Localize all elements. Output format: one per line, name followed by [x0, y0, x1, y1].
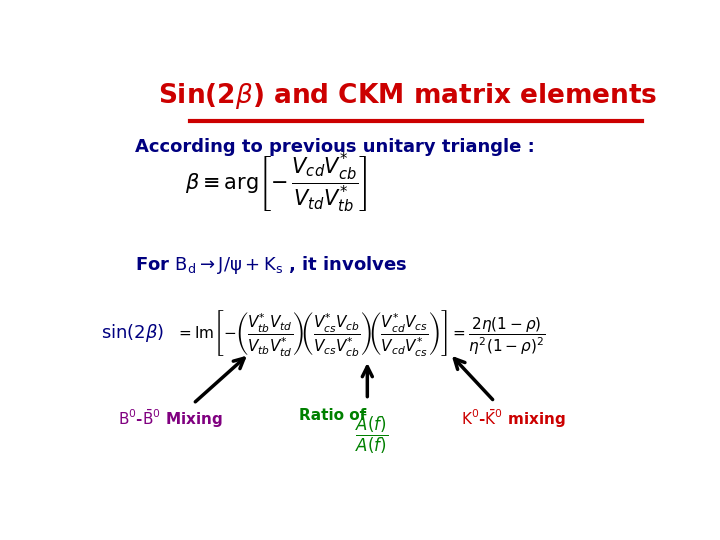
- Text: Sin(2$\beta$) and CKM matrix elements: Sin(2$\beta$) and CKM matrix elements: [158, 82, 658, 111]
- Text: $\mathrm{K^0}$-$\mathrm{\bar{K}^0}$ mixing: $\mathrm{K^0}$-$\mathrm{\bar{K}^0}$ mixi…: [461, 408, 566, 430]
- Text: According to previous unitary triangle :: According to previous unitary triangle :: [135, 138, 534, 156]
- Text: Ratio of: Ratio of: [300, 408, 366, 423]
- Text: $\mathrm{B^0}$-$\mathrm{\bar{B}^0}$ Mixing: $\mathrm{B^0}$-$\mathrm{\bar{B}^0}$ Mixi…: [118, 408, 223, 430]
- Text: $= \mathrm{Im}\left[-\left(\dfrac{V_{tb}^{*}V_{td}}{V_{tb}V_{td}^{*}}\right)\!\l: $= \mathrm{Im}\left[-\left(\dfrac{V_{tb}…: [176, 308, 546, 358]
- Text: For $\mathrm{B_d} \rightarrow \mathrm{J/\psi + K_s}$ , it involves: For $\mathrm{B_d} \rightarrow \mathrm{J/…: [135, 254, 408, 276]
- Text: $\beta \equiv \mathrm{arg}\left[-\,\dfrac{V_{cd}V_{cb}^{*}}{V_{td}V_{tb}^{*}}\ri: $\beta \equiv \mathrm{arg}\left[-\,\dfra…: [185, 152, 367, 215]
- Text: $\sin(2\beta)$: $\sin(2\beta)$: [101, 322, 164, 344]
- Text: $\dfrac{\bar{A}(f)}{A(f)}$: $\dfrac{\bar{A}(f)}{A(f)}$: [355, 412, 388, 456]
